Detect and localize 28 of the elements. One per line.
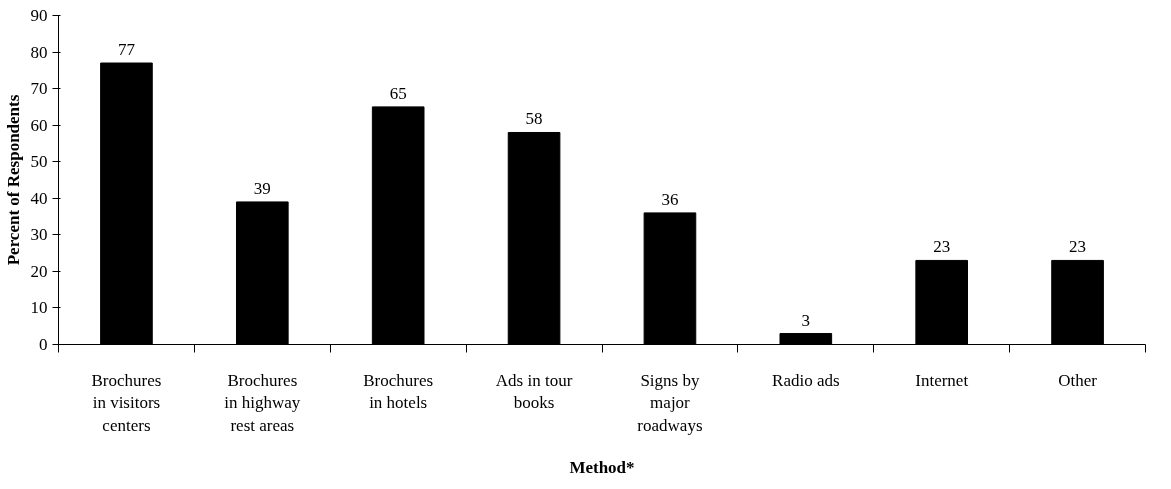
y-axis-title: Percent of Respondents: [3, 94, 23, 266]
y-tick-label: 10: [30, 298, 48, 318]
data-label: 23: [933, 237, 951, 257]
x-tick-label: Radio ads: [772, 370, 840, 390]
data-label: 39: [253, 178, 271, 198]
x-axis-title: Method*: [569, 458, 635, 478]
x-tick-label: Signs by major roadways: [637, 370, 703, 436]
x-tick-label: Brochures in highway rest areas: [224, 370, 301, 436]
y-tick-label: 50: [30, 152, 48, 172]
y-tick-label: 30: [30, 225, 48, 245]
data-label: 36: [661, 189, 679, 209]
x-tick-label: Brochures in visitors centers: [91, 370, 162, 436]
y-tick-label: 60: [30, 115, 48, 135]
data-label: 58: [525, 109, 543, 129]
x-tick-label: Ads in tour books: [495, 370, 573, 413]
y-tick-label: 90: [30, 6, 48, 25]
data-label: 23: [1069, 237, 1087, 257]
y-tick-label: 20: [30, 261, 48, 281]
x-tick-label: Brochures in hotels: [363, 370, 434, 413]
data-label: 77: [117, 40, 136, 60]
y-tick-label: 80: [30, 42, 48, 62]
y-tick-label: 70: [30, 79, 48, 99]
x-tick-label: Internet: [915, 370, 969, 390]
data-label: 65: [389, 83, 407, 103]
y-tick-label: 0: [39, 335, 48, 354]
data-label: 3: [801, 310, 811, 330]
y-tick-label: 40: [30, 188, 48, 208]
x-tick-label: Other: [1058, 370, 1098, 390]
